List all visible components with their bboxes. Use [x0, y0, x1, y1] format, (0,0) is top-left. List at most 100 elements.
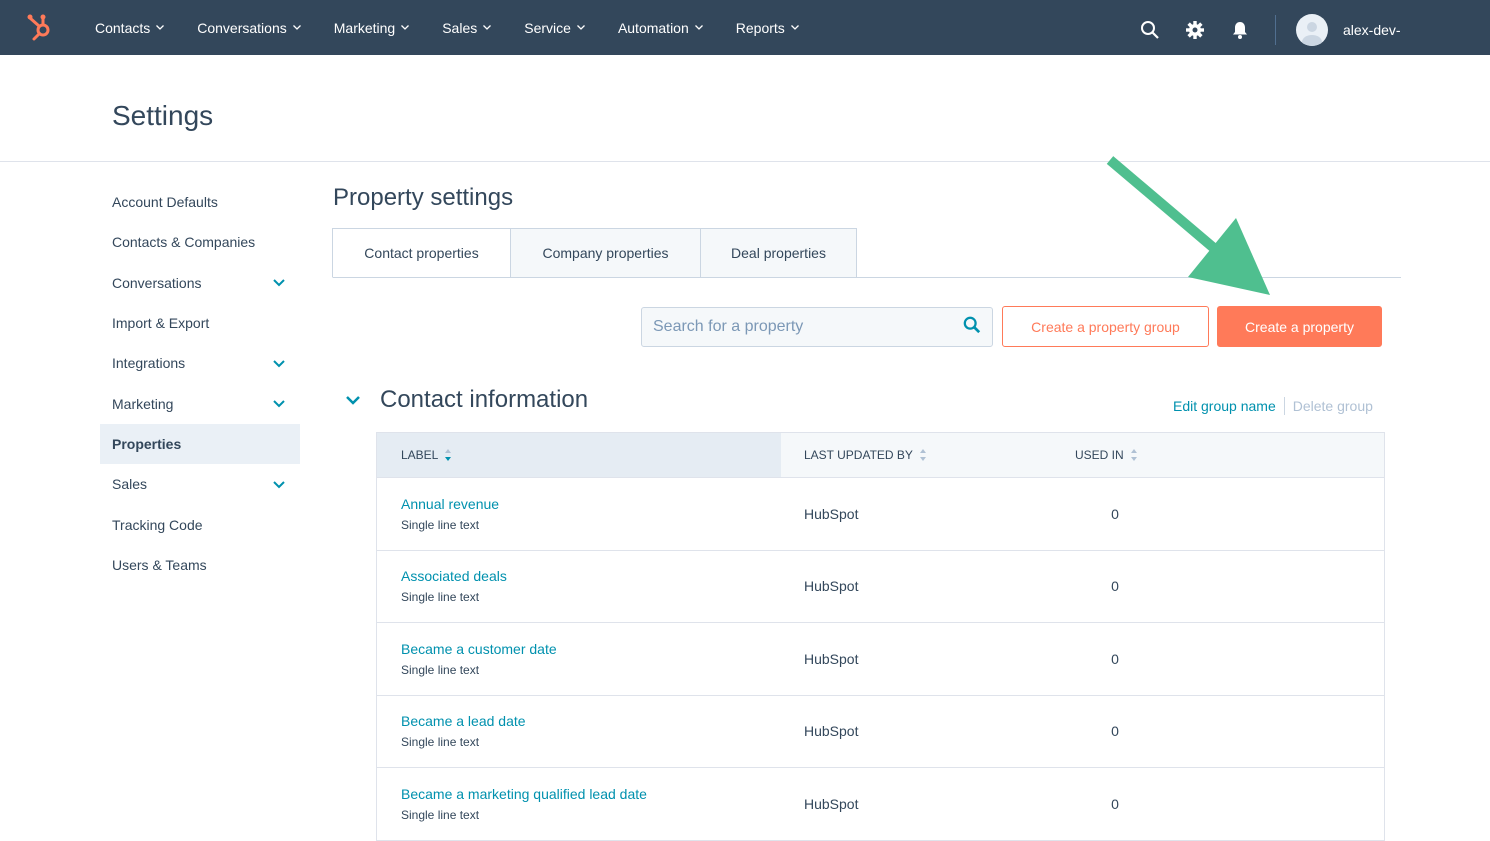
- table-row: Became a marketing qualified lead date Si…: [377, 768, 1384, 841]
- tab[interactable]: Company properties: [510, 228, 701, 278]
- nav-item[interactable]: Contacts: [95, 20, 165, 36]
- table-row: Annual revenue Single line text HubSpot 0: [377, 478, 1384, 551]
- sidebar-item-label: Import & Export: [112, 315, 210, 332]
- chevron-down-icon: [482, 24, 492, 31]
- sidebar-item-label: Users & Teams: [112, 556, 207, 573]
- chevron-down-icon: [694, 24, 704, 31]
- sidebar-item-label: Marketing: [112, 395, 174, 412]
- property-link[interactable]: Became a lead date: [401, 713, 526, 730]
- property-type: Single line text: [401, 735, 480, 750]
- table-row: Became a lead date Single line text HubSpo…: [377, 696, 1384, 768]
- column-label: Label: [401, 448, 439, 462]
- nav-item[interactable]: Service: [524, 20, 586, 36]
- sidebar-item[interactable]: Import & Export: [100, 303, 300, 343]
- chevron-down-icon[interactable]: [272, 399, 286, 408]
- sidebar-item-label: Sales: [112, 476, 148, 493]
- sidebar-item[interactable]: Users & Teams: [100, 545, 300, 585]
- nav-item-label: Conversations: [197, 19, 287, 36]
- column-header-used-in[interactable]: Used in: [1075, 433, 1185, 477]
- used-in-count: 0: [1111, 578, 1119, 595]
- last-updated-by: HubSpot: [804, 723, 859, 740]
- nav-item[interactable]: Marketing: [334, 20, 410, 36]
- used-in-count: 0: [1111, 723, 1119, 740]
- column-header-label[interactable]: Label: [377, 433, 781, 477]
- nav-item[interactable]: Conversations: [197, 20, 302, 36]
- sidebar-item[interactable]: Contacts & Companies: [100, 222, 300, 262]
- search-icon[interactable]: [1138, 18, 1162, 42]
- column-label: Last updated by: [804, 448, 913, 462]
- divider: [1283, 397, 1285, 415]
- divider: [333, 277, 1401, 278]
- table-row: Associated deals Single line text HubSpot 0: [377, 551, 1384, 623]
- last-updated-by: HubSpot: [804, 650, 859, 667]
- sidebar-item-label: Account Defaults: [112, 194, 218, 211]
- sidebar-item[interactable]: Account Defaults: [100, 182, 300, 222]
- property-link[interactable]: Became a customer date: [401, 640, 557, 657]
- property-link[interactable]: Associated deals: [401, 568, 507, 585]
- nav-item[interactable]: Reports: [736, 20, 800, 36]
- sidebar-item[interactable]: Marketing: [100, 383, 300, 423]
- sidebar: Account Defaults Contacts & Companies Conv…: [100, 182, 300, 585]
- divider: [1275, 15, 1276, 45]
- username[interactable]: alex-dev-: [1343, 22, 1401, 38]
- search-field[interactable]: [641, 307, 993, 347]
- sidebar-item[interactable]: Integrations: [100, 343, 300, 383]
- chevron-down-icon: [155, 24, 165, 31]
- used-in-count: 0: [1111, 505, 1119, 522]
- property-link[interactable]: Annual revenue: [401, 495, 500, 512]
- last-updated-by: HubSpot: [804, 505, 859, 522]
- tab[interactable]: Deal properties: [700, 228, 857, 278]
- nav-item[interactable]: Sales: [442, 20, 492, 36]
- search-icon[interactable]: [963, 316, 981, 339]
- hubspot-logo-icon[interactable]: [26, 12, 54, 47]
- table-header: Label Last updated by Used in: [377, 433, 1384, 478]
- nav-item-label: Contacts: [95, 19, 151, 36]
- column-label: Used in: [1075, 448, 1124, 462]
- avatar[interactable]: [1296, 14, 1328, 46]
- sort-icon: [444, 448, 452, 462]
- tab-label: Company properties: [542, 245, 669, 261]
- bell-icon[interactable]: [1228, 18, 1252, 42]
- create-property-group-button[interactable]: Create a property group: [1002, 306, 1209, 347]
- sort-icon: [919, 448, 927, 462]
- nav-item-label: Sales: [442, 19, 478, 36]
- gear-icon[interactable]: [1183, 18, 1207, 42]
- create-property-button[interactable]: Create a property: [1217, 306, 1382, 347]
- property-type: Single line text: [401, 590, 480, 605]
- edit-group-name-link[interactable]: Edit group name: [1173, 398, 1276, 414]
- chevron-down-icon: [400, 24, 410, 31]
- chevron-down-icon: [292, 24, 302, 31]
- nav-item-label: Service: [524, 19, 571, 36]
- tab-label: Contact properties: [364, 245, 479, 261]
- nav-item-label: Marketing: [333, 19, 396, 36]
- sidebar-item[interactable]: Properties: [100, 423, 300, 465]
- sidebar-item[interactable]: Tracking Code: [100, 504, 300, 544]
- collapse-chevron-icon[interactable]: [345, 395, 380, 405]
- chevron-down-icon: [790, 24, 800, 31]
- nav-item-label: Automation: [617, 19, 689, 36]
- tab[interactable]: Contact properties: [332, 228, 511, 278]
- chevron-down-icon[interactable]: [272, 480, 286, 489]
- column-header-last-updated-by[interactable]: Last updated by: [781, 433, 1075, 477]
- delete-group-link[interactable]: Delete group: [1292, 398, 1373, 414]
- chevron-down-icon[interactable]: [272, 278, 286, 287]
- nav-item-label: Reports: [735, 19, 785, 36]
- property-link[interactable]: Became a marketing qualified lead date: [401, 785, 647, 802]
- group-title: Contact information: [380, 386, 589, 413]
- top-navigation: Contacts Conversations Marketing Sales Servi…: [0, 0, 1490, 55]
- page-title: Settings: [112, 100, 214, 131]
- chevron-down-icon[interactable]: [272, 359, 286, 368]
- sidebar-item-label: Integrations: [112, 355, 186, 372]
- property-type: Single line text: [401, 662, 480, 677]
- property-type: Single line text: [401, 517, 480, 532]
- used-in-count: 0: [1111, 795, 1119, 812]
- search-input[interactable]: [653, 318, 963, 336]
- sidebar-item-label: Contacts & Companies: [112, 234, 256, 251]
- sidebar-item[interactable]: Sales: [100, 464, 300, 504]
- property-type: Single line text: [401, 807, 480, 822]
- nav-item[interactable]: Automation: [618, 20, 704, 36]
- last-updated-by: HubSpot: [804, 795, 859, 812]
- sidebar-item[interactable]: Conversations: [100, 263, 300, 303]
- section-title: Property settings: [333, 184, 514, 211]
- chevron-down-icon: [576, 24, 586, 31]
